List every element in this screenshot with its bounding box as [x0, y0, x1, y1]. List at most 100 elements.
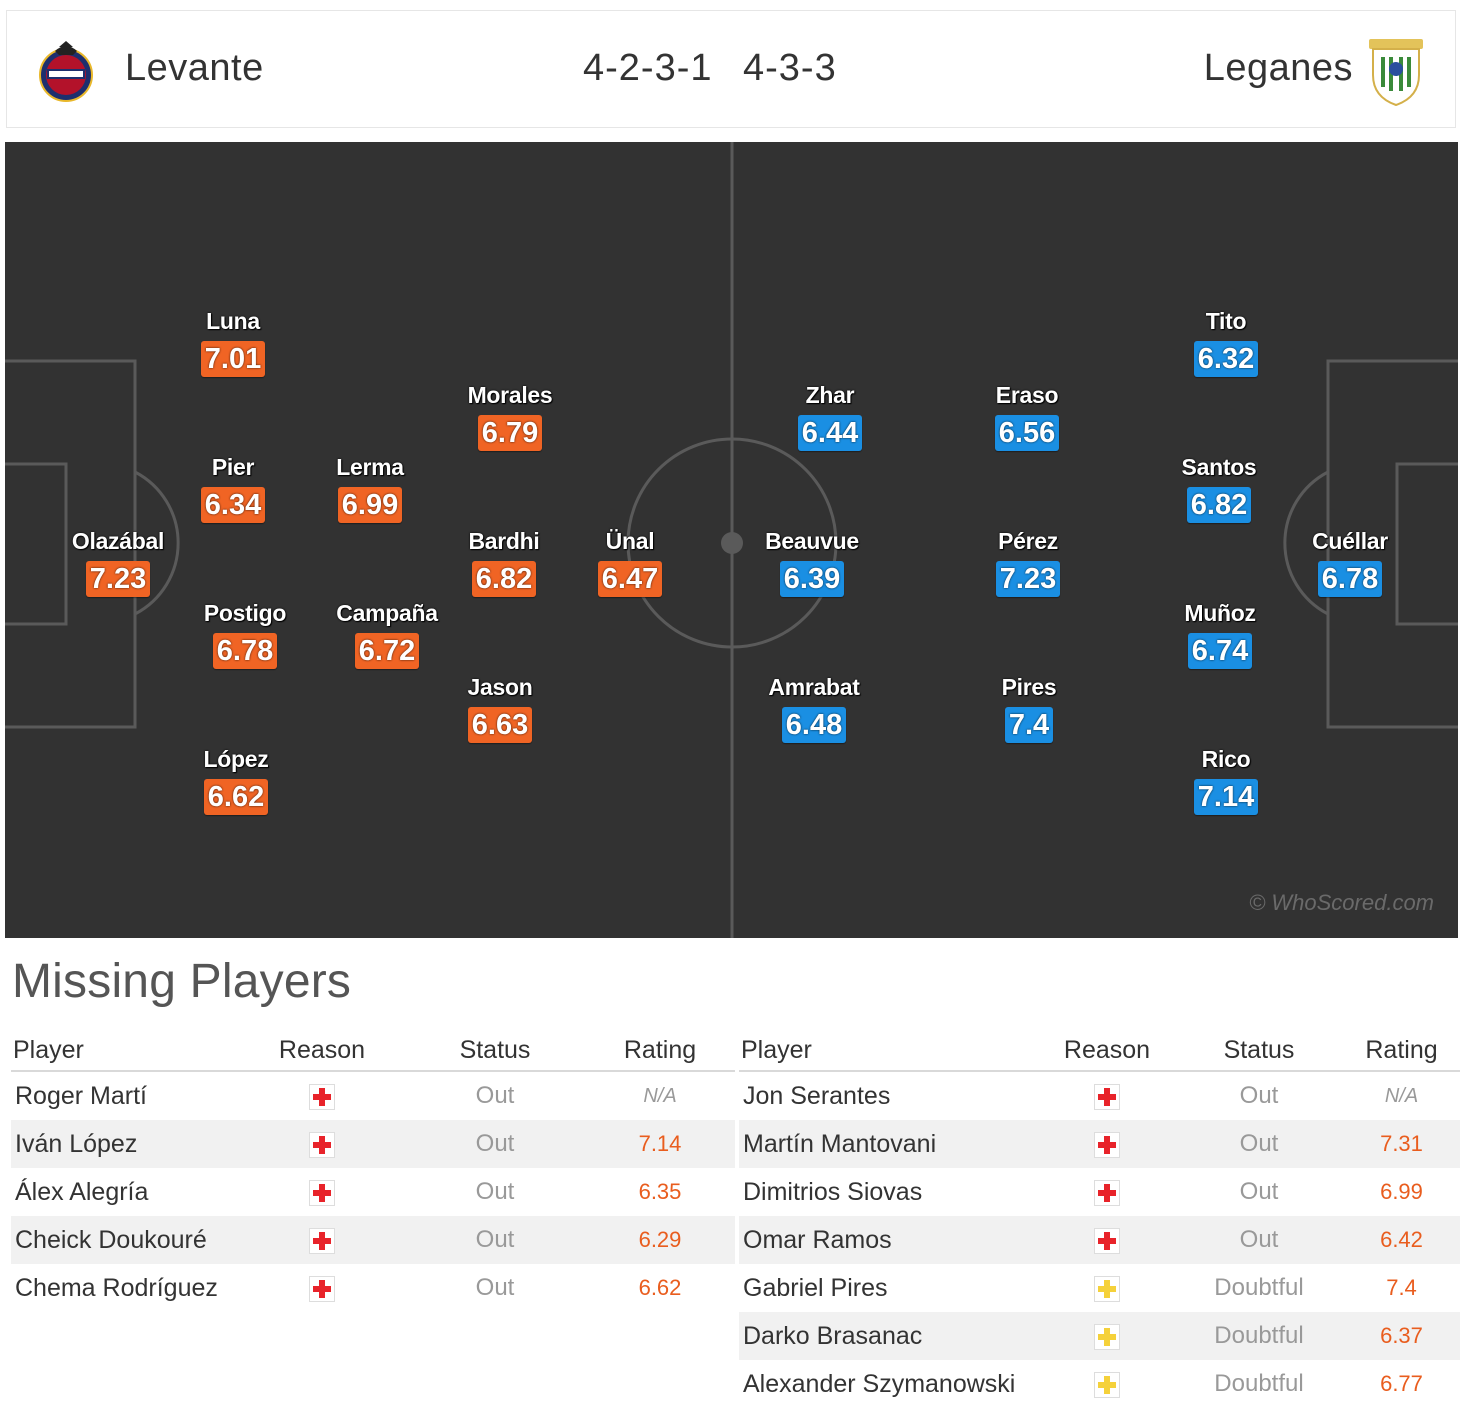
- missing-players-title: Missing Players: [12, 955, 352, 1008]
- away-player-defender[interactable]: Rico 7.14: [1161, 746, 1291, 815]
- away-player-forward[interactable]: Beauvue 6.39: [747, 528, 877, 597]
- injury-icon: [1094, 1083, 1120, 1110]
- pitch-lines: [5, 142, 1458, 938]
- status-text: Doubtful: [1175, 1312, 1343, 1360]
- away-team-name[interactable]: Leganes: [1203, 47, 1353, 89]
- player-link[interactable]: Alexander Szymanowski: [743, 1369, 1016, 1398]
- player-name: Pires: [1001, 674, 1057, 700]
- status-text: Out: [1175, 1120, 1343, 1168]
- home-player-defender[interactable]: López 6.62: [171, 746, 301, 815]
- player-name: Lerma: [336, 454, 404, 480]
- home-team-name[interactable]: Levante: [125, 47, 264, 89]
- player-link[interactable]: Jon Serantes: [743, 1081, 891, 1110]
- player-rating: 6.62: [203, 779, 269, 815]
- player-name: Jason: [467, 674, 533, 700]
- away-player-midfielder[interactable]: Pérez 7.23: [963, 528, 1093, 597]
- player-rating: 7.14: [1193, 779, 1259, 815]
- table-row: Roger Martí Out N/A: [11, 1071, 735, 1120]
- injury-icon: [309, 1275, 335, 1302]
- player-link[interactable]: Dimitrios Siovas: [743, 1177, 923, 1206]
- player-name: Pérez: [998, 528, 1058, 554]
- player-name: Muñoz: [1184, 600, 1256, 626]
- rating-value: 6.42: [1343, 1216, 1460, 1264]
- col-header-reason[interactable]: Reason: [239, 1030, 405, 1072]
- player-name: López: [203, 746, 269, 772]
- player-rating: 6.56: [994, 415, 1060, 451]
- player-rating: 7.23: [85, 561, 151, 597]
- injury-icon: [1094, 1179, 1120, 1206]
- table-row: Gabriel Pires Doubtful 7.4: [739, 1264, 1460, 1312]
- home-formation: 4-2-3-1: [583, 47, 713, 89]
- player-link[interactable]: Álex Alegría: [15, 1177, 149, 1206]
- status-text: Out: [475, 1082, 515, 1109]
- home-player-defender[interactable]: Postigo 6.78: [180, 600, 310, 669]
- table-row: Jon Serantes Out N/A: [739, 1071, 1460, 1120]
- home-player-forward[interactable]: Ünal 6.47: [565, 528, 695, 597]
- status-text: Out: [475, 1274, 515, 1301]
- levante-crest-icon: [39, 41, 93, 102]
- status-text: Out: [405, 1120, 585, 1168]
- away-player-midfielder[interactable]: Pires 7.4: [964, 674, 1094, 743]
- player-rating: 6.74: [1187, 633, 1253, 669]
- col-header-player[interactable]: Player: [11, 1030, 239, 1072]
- table-row: Álex Alegría Out 6.35: [11, 1168, 735, 1216]
- home-player-defender[interactable]: Pier 6.34: [168, 454, 298, 523]
- player-name: Zhar: [805, 382, 855, 408]
- away-player-goalkeeper[interactable]: Cuéllar 6.78: [1285, 528, 1415, 597]
- rating-value: 6.29: [585, 1216, 735, 1264]
- status-text: Out: [1239, 1082, 1279, 1109]
- table-header-row: Player Reason Status Rating: [739, 1030, 1460, 1072]
- player-rating: 6.34: [200, 487, 266, 523]
- player-name: Tito: [1205, 308, 1247, 334]
- rating-value: 7.14: [585, 1120, 735, 1168]
- status-text: Out: [1239, 1178, 1279, 1205]
- table-row: Chema Rodríguez Out 6.62: [11, 1264, 735, 1312]
- injury-icon: [1094, 1227, 1120, 1254]
- home-player-defender[interactable]: Luna 7.01: [168, 308, 298, 377]
- away-player-midfielder[interactable]: Eraso 6.56: [962, 382, 1092, 451]
- status-text: Out: [475, 1178, 515, 1205]
- col-header-status[interactable]: Status: [1175, 1030, 1343, 1072]
- player-name: Cuéllar: [1312, 528, 1388, 554]
- home-player-goalkeeper[interactable]: Olazábal 7.23: [53, 528, 183, 597]
- col-header-rating[interactable]: Rating: [585, 1030, 735, 1072]
- player-rating: 6.44: [797, 415, 863, 451]
- status-text: Doubtful: [1214, 1274, 1304, 1301]
- away-player-defender[interactable]: Santos 6.82: [1154, 454, 1284, 523]
- col-header-rating[interactable]: Rating: [1343, 1030, 1460, 1072]
- player-link[interactable]: Martín Mantovani: [739, 1120, 1039, 1168]
- player-link[interactable]: Omar Ramos: [739, 1216, 1039, 1264]
- away-player-forward[interactable]: Zhar 6.44: [765, 382, 895, 451]
- home-missing-table: Player Reason Status Rating Roger Martí …: [11, 1030, 735, 1312]
- player-name: Pier: [211, 454, 255, 480]
- player-name: Olazábal: [71, 528, 165, 554]
- player-link[interactable]: Darko Brasanac: [739, 1312, 1039, 1360]
- player-link[interactable]: Gabriel Pires: [743, 1273, 888, 1302]
- col-header-status[interactable]: Status: [405, 1030, 585, 1072]
- player-name: Ünal: [605, 528, 655, 554]
- home-player-attacking-mid[interactable]: Morales 6.79: [445, 382, 575, 451]
- home-player-attacking-mid[interactable]: Bardhi 6.82: [439, 528, 569, 597]
- doubtful-icon: [1094, 1371, 1120, 1398]
- player-name: Rico: [1201, 746, 1251, 772]
- player-link[interactable]: Roger Martí: [15, 1081, 147, 1110]
- player-rating: 6.39: [779, 561, 845, 597]
- col-header-reason[interactable]: Reason: [1039, 1030, 1175, 1072]
- rating-value: 6.62: [638, 1275, 682, 1300]
- home-player-midfielder[interactable]: Lerma 6.99: [305, 454, 435, 523]
- player-rating: 6.82: [1186, 487, 1252, 523]
- home-player-midfielder[interactable]: Campaña 6.72: [322, 600, 452, 669]
- player-link[interactable]: Chema Rodríguez: [15, 1273, 218, 1302]
- away-missing-table: Player Reason Status Rating Jon Serantes…: [739, 1030, 1460, 1408]
- away-player-forward[interactable]: Amrabat 6.48: [749, 674, 879, 743]
- player-link[interactable]: Iván López: [11, 1120, 239, 1168]
- player-link[interactable]: Cheick Doukouré: [11, 1216, 239, 1264]
- injury-icon: [309, 1179, 335, 1206]
- col-header-player[interactable]: Player: [739, 1030, 1039, 1072]
- player-rating: 6.72: [354, 633, 420, 669]
- formation-pitch: Olazábal 7.23 Luna 7.01 Pier 6.34 Postig…: [5, 142, 1458, 938]
- away-player-defender[interactable]: Tito 6.32: [1161, 308, 1291, 377]
- away-player-defender[interactable]: Muñoz 6.74: [1155, 600, 1285, 669]
- table-row: Omar Ramos Out 6.42: [739, 1216, 1460, 1264]
- home-player-attacking-mid[interactable]: Jason 6.63: [435, 674, 565, 743]
